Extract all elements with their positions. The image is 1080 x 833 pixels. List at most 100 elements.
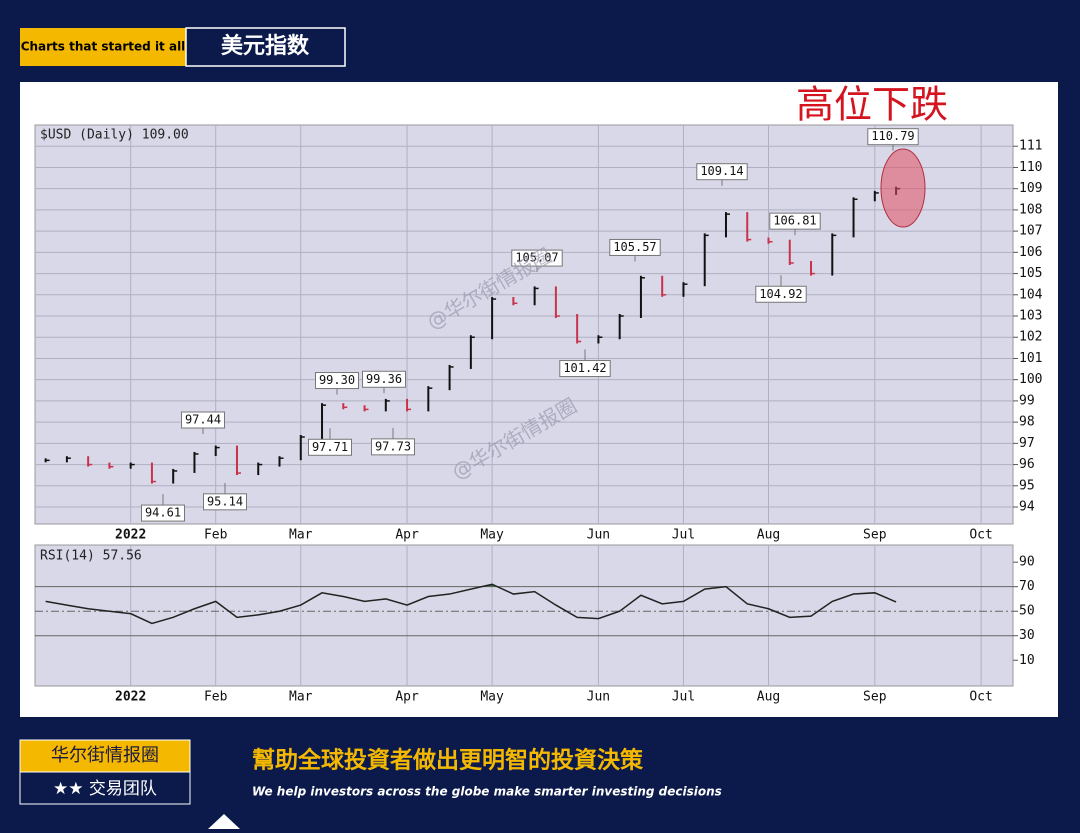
x-tick-label: Aug <box>757 690 780 705</box>
slogan: 幫助全球投資者做出更明智的投資決策 <box>252 747 644 774</box>
annotation-box <box>141 504 185 522</box>
heading-box <box>185 27 346 67</box>
y-tick-label: 111 <box>1019 139 1042 154</box>
x-tick-label: Sep <box>863 690 887 705</box>
y-tick-label: 107 <box>1019 224 1042 239</box>
price-bar <box>406 398 412 412</box>
x-tick-label: Mar <box>289 690 313 705</box>
callout: 高位下跌 <box>796 83 948 127</box>
annotation-box <box>559 360 611 378</box>
y-tick-label: 103 <box>1019 309 1042 324</box>
annotation-box <box>755 285 807 303</box>
x-tick-label: Aug <box>757 528 780 543</box>
x-tick-label: Jun <box>587 690 610 705</box>
annotation-label: 97.71 <box>312 440 348 454</box>
price-bar <box>321 403 327 439</box>
price-bar <box>576 314 582 344</box>
annotation-label: 95.14 <box>207 494 243 508</box>
y-tick-label: 110 <box>1019 160 1042 175</box>
y-tick-label: 109 <box>1019 181 1042 196</box>
rsi-plot <box>34 544 1014 687</box>
x-tick-label: Oct <box>969 690 992 705</box>
team-box <box>19 771 191 805</box>
x-tick-label: Jun <box>587 528 610 543</box>
price-bar <box>810 260 816 276</box>
x-tick-label: Mar <box>289 528 313 543</box>
x-tick-label: May <box>480 690 504 705</box>
annotation-box <box>371 438 415 456</box>
team: ★★ 交易团队 <box>53 779 157 799</box>
price-bar <box>448 364 454 391</box>
price-bar <box>65 456 71 463</box>
x-tick-label: Sep <box>863 528 887 543</box>
x-tick-label: Apr <box>395 690 419 705</box>
price-bar <box>363 405 369 412</box>
price-bar <box>512 297 518 306</box>
y-tick-label: 108 <box>1019 202 1042 217</box>
annotation-box <box>511 249 563 267</box>
price-bar <box>767 237 773 244</box>
y-tick-label: 102 <box>1019 330 1042 345</box>
price-bar <box>108 462 114 469</box>
annotation-label: 104.92 <box>759 287 802 301</box>
price-bar <box>257 462 263 476</box>
x-tick-label: Apr <box>395 528 419 543</box>
heading: 美元指数 <box>221 33 310 59</box>
slogan-en: We help investors across the globe make … <box>252 785 722 799</box>
annotation-label: 105.07 <box>515 251 558 265</box>
annotation-box <box>315 372 359 390</box>
annotation-box <box>696 163 748 181</box>
price-plot <box>34 124 1014 525</box>
y-tick-label: 105 <box>1019 266 1042 281</box>
y-tick-label: 97 <box>1019 436 1035 451</box>
y-tick-label: 96 <box>1019 457 1035 472</box>
price-bar <box>469 335 475 369</box>
price-bar <box>661 275 667 297</box>
price-bar <box>618 314 624 340</box>
price-bar <box>214 445 220 456</box>
price-bar <box>384 398 390 412</box>
tag: Charts that started it all <box>21 40 186 54</box>
pointer <box>208 814 240 829</box>
x-tick-label: 2022 <box>115 690 146 705</box>
annotation-label: 94.61 <box>145 506 181 520</box>
price-bar <box>87 456 93 467</box>
price-bar <box>427 386 433 412</box>
y-tick-label: 104 <box>1019 287 1043 302</box>
price-bar <box>873 190 879 202</box>
price-bar <box>491 297 497 340</box>
y-tick-label: 30 <box>1019 628 1035 643</box>
x-tick-label: Jul <box>672 690 695 705</box>
y-tick-label: 50 <box>1019 604 1035 619</box>
annotation-box <box>308 438 352 456</box>
y-tick-label: 70 <box>1019 579 1035 594</box>
annotation-label: 97.44 <box>185 413 221 427</box>
price-title: $USD (Daily) 109.00 <box>40 128 189 143</box>
highlight <box>880 148 926 228</box>
price-bar <box>597 335 603 344</box>
annotation-label: 99.30 <box>319 373 355 387</box>
annotation-box <box>867 128 919 146</box>
y-tick-label: 95 <box>1019 478 1035 493</box>
x-tick-label: Feb <box>204 528 228 543</box>
price-bar <box>831 233 837 276</box>
price-bar <box>44 458 50 463</box>
x-tick-label: 2022 <box>115 528 146 543</box>
brand: 华尔街情报圈 <box>51 745 159 766</box>
y-tick-label: 98 <box>1019 415 1035 430</box>
y-tick-label: 101 <box>1019 351 1042 366</box>
price-bar <box>703 233 709 287</box>
rsi-title: RSI(14) 57.56 <box>40 549 142 564</box>
price-bar <box>682 282 688 297</box>
price-bar <box>788 239 794 265</box>
annotation-label: 99.36 <box>366 372 402 386</box>
annotation-label: 105.57 <box>613 240 656 254</box>
annotation-label: 101.42 <box>563 361 606 375</box>
price-bar <box>172 468 178 484</box>
price-bar <box>533 286 539 306</box>
price-bar <box>193 451 199 473</box>
brand-box <box>19 739 191 773</box>
price-bar <box>342 403 348 410</box>
price-bar <box>129 462 135 469</box>
